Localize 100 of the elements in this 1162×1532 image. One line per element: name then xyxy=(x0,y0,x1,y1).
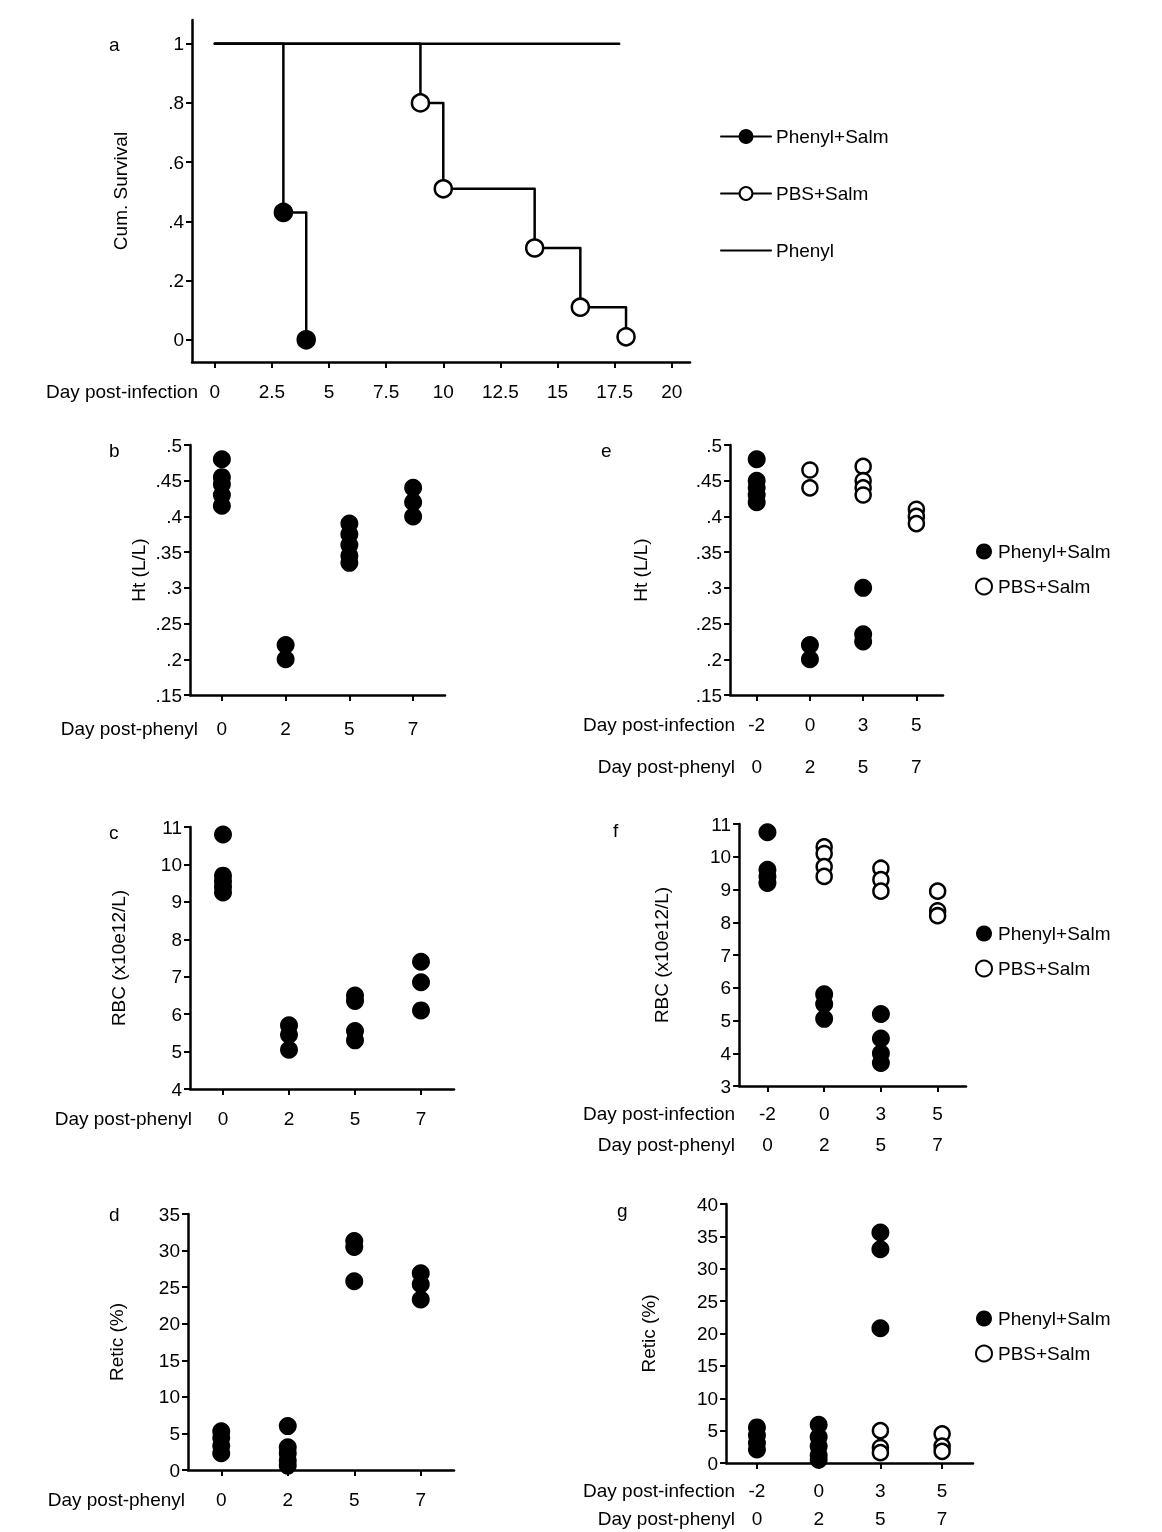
y-tick-label: 30 xyxy=(158,1240,180,1262)
x-tick-label: 17.5 xyxy=(596,381,634,402)
y-tick-label: 30 xyxy=(696,1258,719,1280)
y-tick-label: .3 xyxy=(166,577,182,599)
chart-title: b xyxy=(109,440,120,461)
chart-title: e xyxy=(601,440,612,461)
chart-title: g xyxy=(617,1200,628,1221)
x-tick-label: 2 xyxy=(283,1108,295,1129)
x-tick-label: 7 xyxy=(407,718,419,739)
y-tick-label: 4 xyxy=(171,1078,183,1100)
x-tick-label: 2.5 xyxy=(258,381,286,402)
text: 7 xyxy=(911,756,922,777)
y-tick-label: .6 xyxy=(168,151,184,173)
y-tick-label: 7 xyxy=(171,966,182,988)
x-tick-label: -2 xyxy=(748,1480,766,1501)
y-tick-label: .5 xyxy=(166,434,182,456)
x-tick-label: 3 xyxy=(875,1480,886,1501)
legend-label: PBS+Salm xyxy=(998,576,1091,597)
x-tick-label: 7 xyxy=(415,1108,427,1129)
text: 7 xyxy=(932,1134,943,1155)
x-tick-label: -2 xyxy=(758,1103,776,1124)
x-tick-label: 0 xyxy=(813,1480,824,1501)
x-tick-label: 2 xyxy=(282,1489,294,1510)
y-tick-label: .15 xyxy=(155,684,182,706)
x-tick-label: 10 xyxy=(432,381,454,402)
y-tick-label: .35 xyxy=(155,541,182,563)
text: Day post-phenyl xyxy=(597,1508,736,1529)
x-tick-label: 15 xyxy=(546,381,569,402)
x-tick-label: -2 xyxy=(748,714,766,735)
y-tick-label: 6 xyxy=(720,977,732,999)
y-tick-label: 20 xyxy=(696,1323,719,1344)
y-tick-label: .4 xyxy=(706,505,723,527)
x-axis-title: Day post-phenyl xyxy=(54,1108,192,1129)
legend-label: Phenyl+Salm xyxy=(998,923,1111,944)
y-tick-label: .2 xyxy=(706,648,723,670)
y-tick-label: 10 xyxy=(160,853,182,875)
y-tick-label: .35 xyxy=(695,541,723,563)
x-tick-label: 0 xyxy=(216,718,228,739)
y-tick-label: 11 xyxy=(162,816,182,838)
text: 5 xyxy=(857,756,869,777)
y-tick-label: 10 xyxy=(709,846,732,868)
x-tick-label: 0 xyxy=(217,1108,229,1129)
y-tick-label: 0 xyxy=(173,329,184,351)
x-tick-label: 5 xyxy=(349,1108,361,1129)
chart-title: f xyxy=(613,820,619,841)
y-axis-title: Cum. Survival xyxy=(110,131,131,251)
y-tick-label: 8 xyxy=(171,928,182,950)
y-axis-title: Retic (%) xyxy=(106,1302,127,1382)
text: 0 xyxy=(751,756,762,777)
chart-title: c xyxy=(109,822,119,843)
y-tick-label: 9 xyxy=(171,891,182,913)
x-tick-label: 7 xyxy=(415,1489,427,1510)
y-tick-label: 5 xyxy=(171,1041,182,1063)
x-tick-label: 0 xyxy=(209,381,221,402)
y-tick-label: .4 xyxy=(168,210,185,232)
y-tick-label: 25 xyxy=(696,1290,719,1312)
x-tick-label: 7.5 xyxy=(372,381,400,402)
y-tick-label: 25 xyxy=(158,1276,180,1298)
x-axis-title: Day post-infection xyxy=(583,1103,736,1124)
text: Day post-phenyl xyxy=(597,756,736,777)
text: a xyxy=(109,34,120,55)
x-tick-label: 3 xyxy=(857,714,869,735)
x-tick-label: 0 xyxy=(804,714,816,735)
text: 0 xyxy=(751,1508,763,1529)
text: 2 xyxy=(818,1134,830,1155)
y-tick-label: 10 xyxy=(158,1386,180,1408)
y-tick-label: 11 xyxy=(711,813,732,835)
legend-label: PBS+Salm xyxy=(998,1343,1091,1364)
y-tick-label: 15 xyxy=(696,1355,719,1377)
y-tick-label: .45 xyxy=(155,470,182,492)
y-tick-label: .15 xyxy=(695,684,723,706)
x-axis-title: Day post-infection xyxy=(583,1480,736,1501)
chart-title: d xyxy=(109,1204,120,1225)
y-tick-label: .4 xyxy=(166,505,183,527)
x-tick-label: 5 xyxy=(344,718,355,739)
text: 7 xyxy=(936,1508,948,1529)
y-axis-title: RBC (x10e12/L) xyxy=(108,889,129,1027)
y-tick-label: 9 xyxy=(720,879,732,900)
y-axis-title: RBC (x10e12/L) xyxy=(651,886,673,1024)
y-tick-label: .3 xyxy=(706,577,723,599)
y-axis-title: Ht (L/L) xyxy=(630,538,652,602)
x-axis-title: Day post-infection xyxy=(583,714,736,735)
y-tick-label: 0 xyxy=(707,1452,719,1474)
y-tick-label: 35 xyxy=(696,1225,719,1247)
y-tick-label: 8 xyxy=(720,911,732,933)
text: 0 xyxy=(762,1134,773,1155)
y-tick-label: .25 xyxy=(695,613,723,635)
x-tick-label: 12.5 xyxy=(481,381,519,402)
legend-label: Phenyl+Salm xyxy=(776,126,889,147)
legend-label: Phenyl+Salm xyxy=(998,1308,1111,1329)
y-axis-title: Retic (%) xyxy=(638,1294,660,1373)
x-tick-label: 5 xyxy=(348,1489,360,1510)
x-tick-label: 5 xyxy=(911,714,922,735)
y-tick-label: 5 xyxy=(707,1420,719,1442)
y-tick-label: .2 xyxy=(166,648,182,670)
y-tick-label: .5 xyxy=(706,434,723,456)
y-tick-label: 0 xyxy=(169,1459,180,1481)
x-axis-title: Day post-phenyl xyxy=(47,1489,185,1510)
x-tick-label: 0 xyxy=(818,1103,830,1124)
y-tick-label: 7 xyxy=(720,944,732,966)
